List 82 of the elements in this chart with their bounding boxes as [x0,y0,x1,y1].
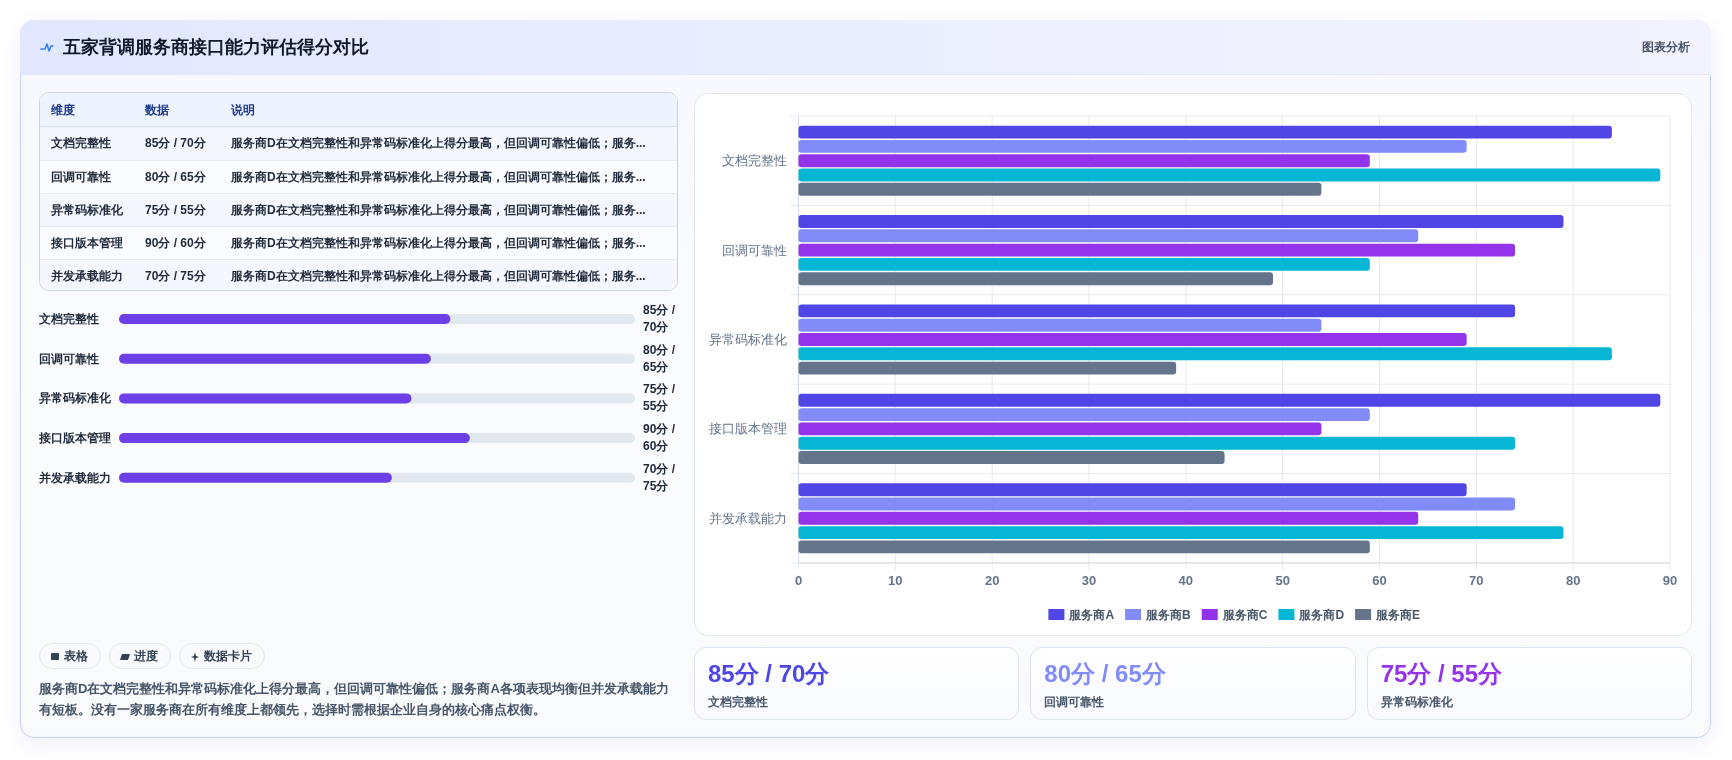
x-tick-label: 40 [1178,573,1194,588]
text: 70分 / 75分 [145,269,206,283]
category-label: 说明 [231,102,255,119]
data-label: 90分 / 60分 [643,421,676,456]
bar [798,243,1516,257]
text: 75分 / 55分 [145,203,206,217]
category-label: 回调可靠性 [1044,694,1105,710]
text: 服务商D在文档完整性和异常码标准化上得分最高，但回调可靠性偏低；服务... [231,136,646,150]
text: 90分 / 60分 [145,236,206,250]
bar [798,451,1225,464]
bar [798,304,1516,318]
text: 五家背调服务商接口能力评估得分对比 [63,36,369,59]
y-tick-label: 并发承载能力 [708,510,787,526]
text: 85分 / 70分 [708,660,830,687]
y-tick-label: 接口版本管理 [708,421,787,437]
bar [798,526,1564,540]
text: 75分 / 55分 [1380,660,1503,687]
text: 80分 / 65分 [1044,660,1166,687]
y-tick-label: 文档完整性 [721,153,787,169]
text: 接口版本管理 [51,236,123,250]
text: 80分 / 65分 [145,170,206,184]
bar [798,333,1467,346]
text: 服务商D在文档完整性和异常码标准化上得分最高，但回调可靠性偏低；服务... [231,203,646,217]
data-label: 80分 / 65分 [643,341,676,376]
text: 服务商D在文档完整性和异常码标准化上得分最高，但回调可靠性偏低；服务... [231,170,646,184]
category-label: 数据 [145,102,169,119]
bar [798,347,1612,361]
bar [798,182,1322,196]
text: 85分 / 70分 [145,136,206,150]
y-tick-label: 异常码标准化 [39,390,111,408]
bar [798,497,1516,511]
bar [798,215,1564,228]
text: 图表分析 [1642,39,1690,56]
text: 进度 [134,647,158,665]
legend-label: 服务商C [1221,608,1268,622]
bar [798,361,1177,375]
data-label: 70分 / 75分 [643,460,676,495]
x-tick-label: 90 [1662,573,1678,588]
text: 服务商D在文档完整性和异常码标准化上得分最高，但回调可靠性偏低；服务... [231,236,646,250]
data-label: 85分 / 70分 [643,302,676,336]
bar [798,483,1467,497]
y-tick-label: 文档完整性 [39,311,99,328]
legend-label: 服务商A [1068,608,1115,622]
y-tick-label: 并发承载能力 [39,469,111,487]
y-tick-label: 回调可靠性 [39,350,99,368]
bar [798,318,1322,332]
bar [798,540,1370,554]
bar [798,511,1419,525]
category-label: 维度 [51,102,75,119]
x-tick-label: 80 [1565,573,1581,588]
x-tick-label: 10 [888,573,903,588]
bar [798,154,1370,168]
bar [798,408,1370,422]
bar [798,436,1516,450]
bar [798,125,1612,139]
y-tick-label: 回调可靠性 [721,242,787,258]
bar [798,393,1661,407]
x-tick-label: 70 [1469,573,1484,588]
x-tick-label: 30 [1081,573,1097,588]
bar [798,272,1273,286]
data-label: 75分 / 55分 [643,381,676,416]
bar [798,422,1322,436]
x-tick-label: 0 [794,573,803,588]
category-label: 异常码标准化 [1380,694,1453,710]
text: 服务商D在文档完整性和异常码标准化上得分最高，但回调可靠性偏低；服务商A各项表现均衡但并发承载能力有短板。没有一家服务商在所有维度上都领先，选择时需根据企业自身的核心痛点权衡。 [39,680,670,719]
x-tick-label: 60 [1372,573,1387,588]
text: 并发承载能力 [51,269,123,283]
legend-label: 服务商D [1298,608,1345,622]
x-tick-label: 20 [984,573,1000,588]
x-tick-label: 50 [1275,573,1290,588]
legend-label: 服务商B [1145,608,1192,622]
y-tick-label: 接口版本管理 [39,430,111,448]
legend-label: 服务商E [1375,608,1421,622]
text: 表格 [64,647,88,665]
bar [798,139,1467,153]
text: 异常码标准化 [51,203,123,217]
y-tick-label: 异常码标准化 [708,332,787,347]
bar [798,168,1661,182]
text: 数据卡片 [204,647,252,665]
bar [798,257,1370,271]
bar [798,229,1419,243]
text: 服务商D在文档完整性和异常码标准化上得分最高，但回调可靠性偏低；服务... [231,269,646,283]
